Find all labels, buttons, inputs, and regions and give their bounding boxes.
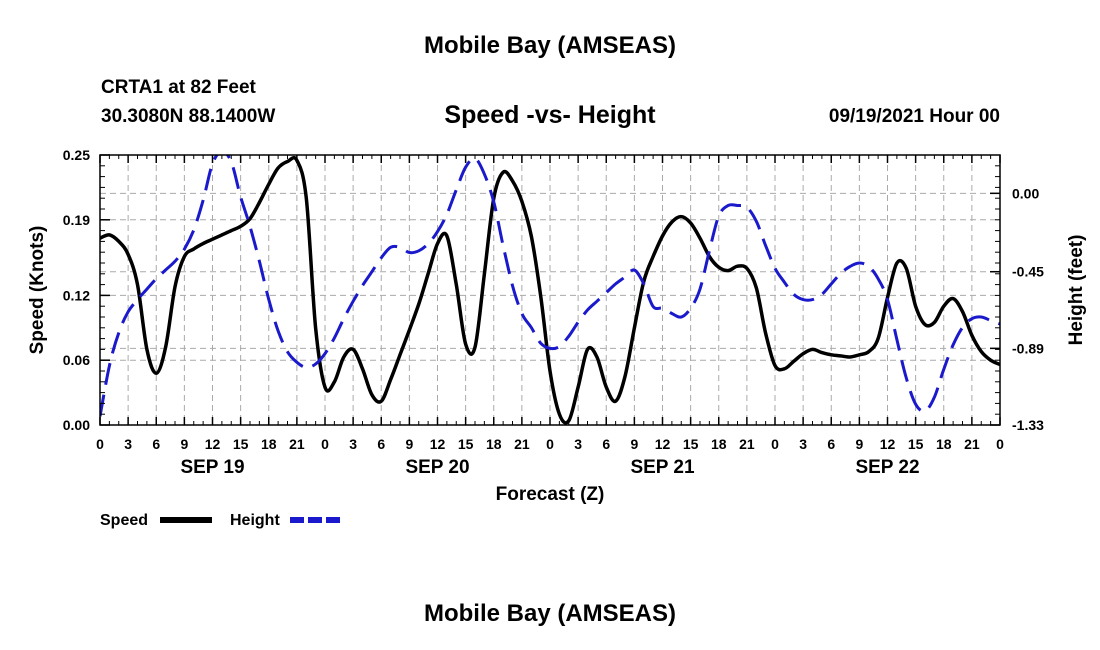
footer-title: Mobile Bay (AMSEAS) xyxy=(423,600,677,627)
x-tick-label: 12 xyxy=(880,436,896,452)
x-tick-label: 15 xyxy=(683,436,699,452)
x-tick-label: 6 xyxy=(827,436,835,452)
x-tick-label: 3 xyxy=(349,436,357,452)
x-tick-label: 21 xyxy=(964,436,980,452)
y-axis-right-title: Height (feet) xyxy=(1066,235,1087,346)
x-tick-label: 21 xyxy=(289,436,305,452)
y-axis-left-title: Speed (Knots) xyxy=(27,226,48,355)
x-tick-label: 18 xyxy=(711,436,727,452)
x-tick-label: 6 xyxy=(152,436,160,452)
legend: Speed Height xyxy=(100,512,342,529)
y-right-tick-label: -0.89 xyxy=(1012,340,1044,356)
x-tick-label: 15 xyxy=(908,436,924,452)
y-left-tick-label: 0.19 xyxy=(63,212,90,228)
y-right-tick-label: -0.45 xyxy=(1012,264,1044,280)
x-tick-label: 0 xyxy=(321,436,329,452)
y-right-tick-label: -1.33 xyxy=(1012,417,1044,433)
x-tick-label: 3 xyxy=(799,436,807,452)
y-left-tick-label: 0.00 xyxy=(63,417,90,433)
x-tick-label: 12 xyxy=(655,436,671,452)
x-tick-label: 9 xyxy=(630,436,638,452)
chart-subtitle: Speed -vs- Height xyxy=(444,101,656,129)
main-title: Mobile Bay (AMSEAS) xyxy=(423,32,677,59)
y-left-tick-label: 0.25 xyxy=(63,147,90,163)
x-tick-label: 3 xyxy=(574,436,582,452)
x-tick-label: 6 xyxy=(377,436,385,452)
x-tick-label: 6 xyxy=(602,436,610,452)
date-label: SEP 21 xyxy=(630,457,695,478)
date-label: SEP 19 xyxy=(180,457,244,478)
x-tick-label: 0 xyxy=(546,436,554,452)
x-tick-label: 21 xyxy=(739,436,755,452)
series-layer xyxy=(100,155,1000,425)
x-tick-label: 18 xyxy=(936,436,952,452)
x-tick-label: 3 xyxy=(124,436,132,452)
x-tick-label: 9 xyxy=(855,436,863,452)
x-tick-label: 0 xyxy=(96,436,104,452)
legend-height-label: Height xyxy=(230,512,280,529)
x-tick-label: 12 xyxy=(205,436,221,452)
x-tick-label: 0 xyxy=(996,436,1004,452)
series-line-height xyxy=(100,155,1000,417)
timestamp-label: 09/19/2021 Hour 00 xyxy=(828,106,1000,127)
y-left-tick-label: 0.06 xyxy=(63,352,90,368)
x-tick-label: 9 xyxy=(405,436,413,452)
x-tick-label: 21 xyxy=(514,436,530,452)
coordinates-label: 30.3080N 88.1400W xyxy=(101,106,276,127)
x-axis-title: Forecast (Z) xyxy=(496,484,605,505)
ticks-layer: 0 3 6 9 12 15 18 21 0 3 6 9 12 15 18 21 0 3 6 9 12 15 18 21 0 3 6 9… xyxy=(63,147,1044,478)
date-label: SEP 22 xyxy=(855,457,919,478)
date-label: SEP 20 xyxy=(405,457,469,478)
x-tick-label: 9 xyxy=(180,436,188,452)
y-right-tick-label: 0.00 xyxy=(1012,185,1039,201)
x-tick-label: 15 xyxy=(458,436,474,452)
x-tick-label: 18 xyxy=(486,436,502,452)
grid-lines xyxy=(100,155,1000,425)
x-tick-label: 15 xyxy=(233,436,249,452)
y-left-tick-label: 0.12 xyxy=(63,287,90,303)
station-label: CRTA1 at 82 Feet xyxy=(101,77,256,98)
x-tick-label: 12 xyxy=(430,436,446,452)
x-tick-label: 18 xyxy=(261,436,277,452)
x-tick-label: 0 xyxy=(771,436,779,452)
legend-speed-label: Speed xyxy=(100,512,148,529)
